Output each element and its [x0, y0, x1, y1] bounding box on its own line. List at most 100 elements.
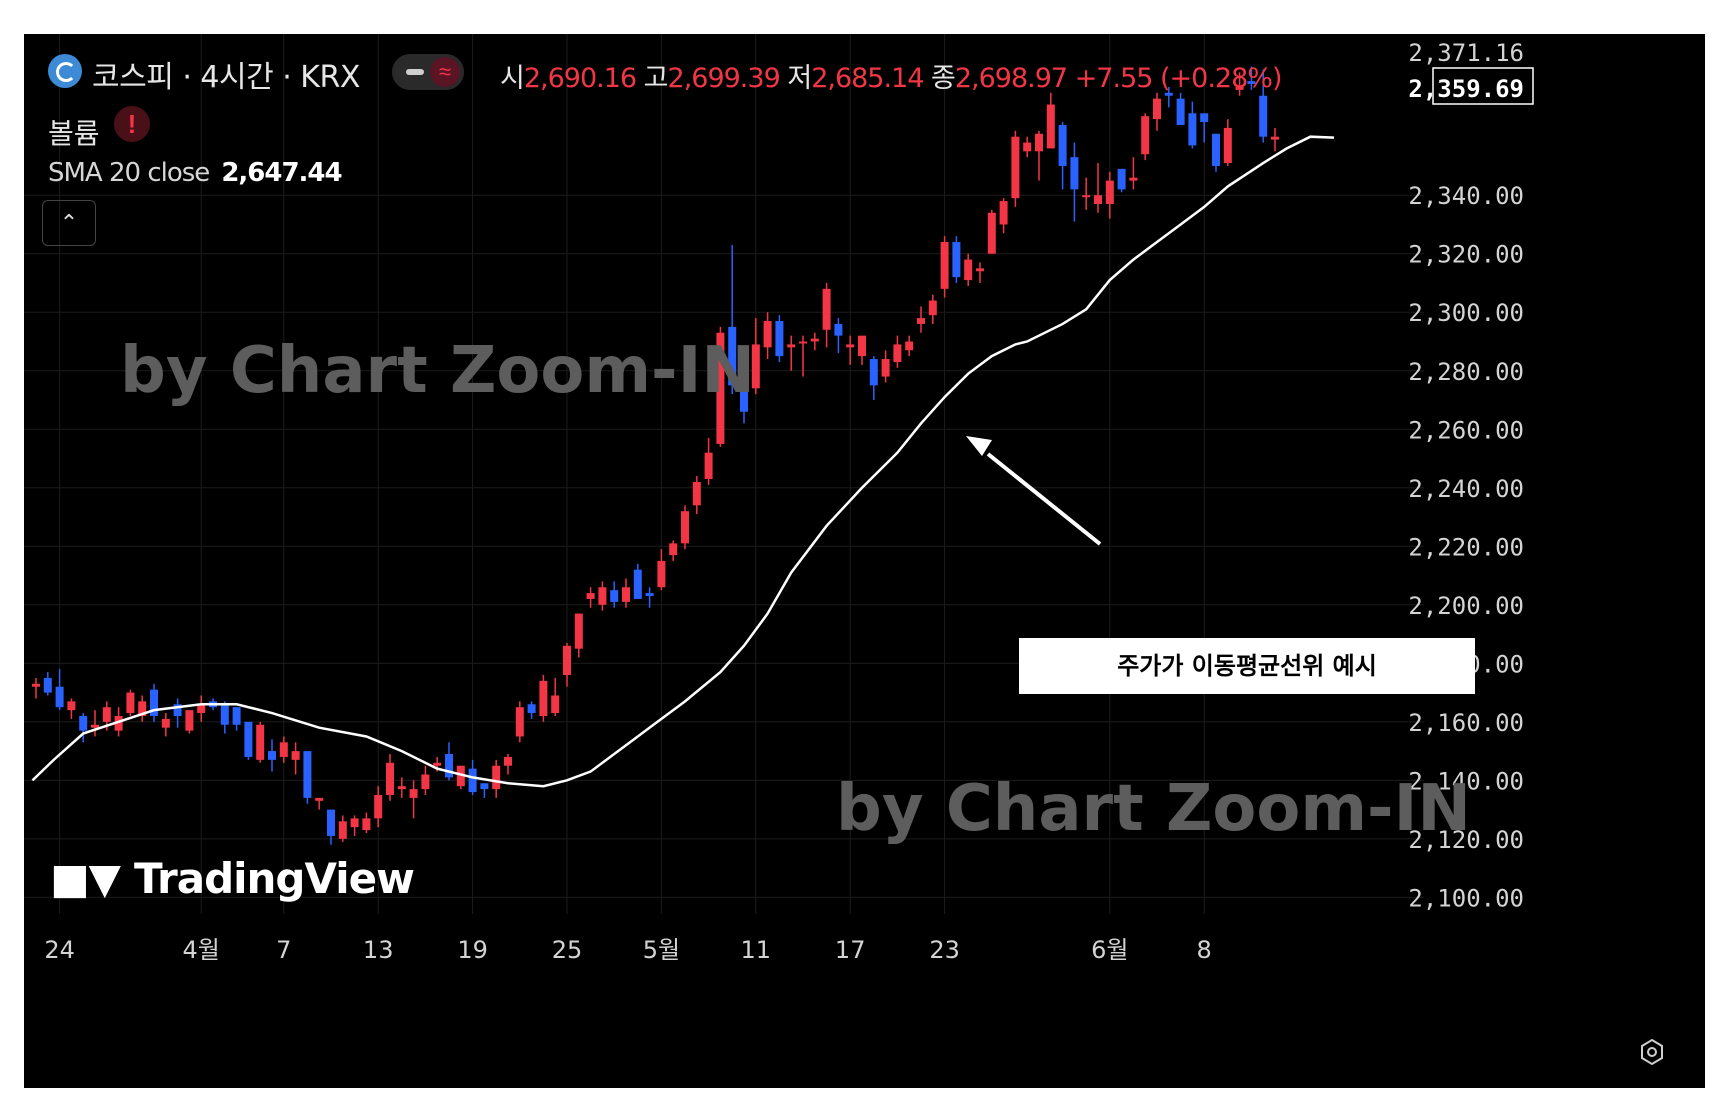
- y-tick-label: 2,160.00: [1408, 709, 1524, 737]
- candle-body: [810, 338, 819, 342]
- candle-body: [987, 212, 996, 254]
- candle-body: [657, 560, 666, 588]
- candle-body: [1188, 113, 1197, 146]
- candle-body: [43, 677, 52, 693]
- candle-body: [940, 242, 949, 289]
- candle-body: [55, 686, 64, 708]
- candle-body: [1223, 127, 1232, 164]
- candle-body: [1129, 177, 1138, 181]
- change-value: +7.55 (+0.28%): [1074, 63, 1283, 94]
- volume-warning-icon[interactable]: !: [114, 106, 150, 142]
- candle-body: [315, 797, 324, 801]
- y-tick-label: 2,100.00: [1408, 884, 1524, 912]
- candle-body: [1058, 124, 1067, 166]
- candle-body: [1212, 133, 1220, 166]
- candle-body: [928, 300, 937, 316]
- delayed-data-icon: ≈: [430, 57, 460, 87]
- low-label: 저: [787, 63, 812, 94]
- candle-body: [1271, 136, 1279, 140]
- candle-body: [244, 721, 253, 757]
- candle-body: [91, 724, 99, 728]
- candle-body: [338, 821, 347, 839]
- candle-body: [173, 704, 182, 716]
- candle-body: [161, 718, 170, 728]
- candle-body: [256, 724, 265, 760]
- x-tick-label: 8: [1197, 936, 1212, 964]
- candle-body: [740, 391, 748, 412]
- candle-body: [1046, 104, 1055, 149]
- candles: [32, 66, 1279, 845]
- candle-body: [327, 809, 335, 836]
- symbol-title[interactable]: 코스피 · 4시간 · KRX: [92, 60, 360, 95]
- x-tick-label: 6월: [1091, 936, 1128, 964]
- candle-body: [79, 715, 88, 731]
- candle-body: [445, 754, 453, 778]
- status-pill[interactable]: ≈: [392, 54, 464, 90]
- sma-legend[interactable]: SMA 20 close 2,647.44: [48, 158, 343, 188]
- y-axis: 2,371.16 2,359.69 2,340.00 2,320.00 2,300.00…: [1408, 39, 1534, 912]
- x-tick-label: 5월: [643, 936, 680, 964]
- candle-body: [881, 359, 890, 377]
- collapse-legend-button[interactable]: ⌃: [42, 200, 96, 246]
- x-tick-label: 25: [552, 936, 583, 964]
- y-tick-label: 2,120.00: [1408, 826, 1524, 854]
- candle-body: [716, 332, 725, 444]
- y-tick-label: 2,260.00: [1408, 416, 1524, 444]
- open-value: 2,690.16: [523, 63, 637, 94]
- candle-body: [527, 704, 536, 714]
- candle-body: [409, 789, 418, 798]
- candle-body: [976, 268, 984, 272]
- candle-body: [893, 344, 902, 362]
- close-value: 2,698.97: [954, 63, 1068, 94]
- candle-body: [1070, 157, 1079, 190]
- x-axis: 24 4월 7 13 19 25 5월 11 17 23 6월 8: [44, 936, 1212, 964]
- tradingview-logo-text: TradingView: [133, 854, 415, 903]
- symbol-logo-icon: [48, 54, 82, 88]
- candle-body: [681, 511, 689, 544]
- ohlc-readout: 시2,690.16 고2,699.39 저2,685.14 종2,698.97 …: [500, 56, 1283, 95]
- y-tick-label: 2,280.00: [1408, 358, 1524, 386]
- candle-body: [574, 613, 583, 649]
- candle-body: [846, 344, 855, 348]
- candle-body: [150, 689, 158, 716]
- candle-body: [728, 326, 737, 386]
- candle-body: [468, 768, 477, 793]
- y-tick-label: 2,340.00: [1408, 182, 1524, 210]
- candle-body: [421, 774, 430, 790]
- candle-body: [551, 695, 560, 714]
- candle-body: [102, 707, 111, 722]
- tradingview-logo[interactable]: ■▼ TradingView: [50, 854, 415, 903]
- candle-body: [692, 481, 701, 506]
- candle-body: [1094, 195, 1102, 204]
- candle-body: [126, 692, 135, 714]
- candle-body: [515, 707, 524, 737]
- settings-icon[interactable]: [1638, 1038, 1666, 1066]
- candle-body: [433, 762, 442, 766]
- candle-body: [610, 590, 619, 602]
- y-tick-label: 2,359.69: [1408, 75, 1524, 103]
- volume-label[interactable]: 볼륨: [48, 117, 100, 150]
- price-chart[interactable]: 2,371.16 2,359.69 2,340.00 2,320.00 2,300.00…: [24, 34, 1705, 1088]
- candle-body: [905, 341, 914, 351]
- candle-body: [763, 321, 772, 348]
- candle-body: [822, 288, 831, 330]
- high-value: 2,699.39: [667, 63, 781, 94]
- candle-body: [1247, 81, 1256, 85]
- candle-body: [1176, 98, 1185, 125]
- candle-body: [1164, 92, 1173, 96]
- candle-body: [303, 751, 312, 798]
- watermark: by Chart Zoom-IN: [120, 334, 755, 408]
- high-label: 고: [643, 63, 669, 94]
- tradingview-mark-icon: ■▼: [50, 854, 121, 903]
- annotation-arrow: [986, 452, 1102, 546]
- candle-body: [1141, 116, 1150, 155]
- y-tick-label: 2,240.00: [1408, 475, 1524, 503]
- candle-body: [799, 341, 807, 344]
- candle-body: [268, 751, 276, 760]
- candle-body: [1011, 136, 1020, 199]
- candle-body: [1259, 95, 1268, 137]
- candle-body: [1105, 180, 1114, 204]
- y-tick-label: 2,300.00: [1408, 299, 1524, 327]
- candle-body: [586, 593, 595, 599]
- candle-body: [1023, 142, 1032, 152]
